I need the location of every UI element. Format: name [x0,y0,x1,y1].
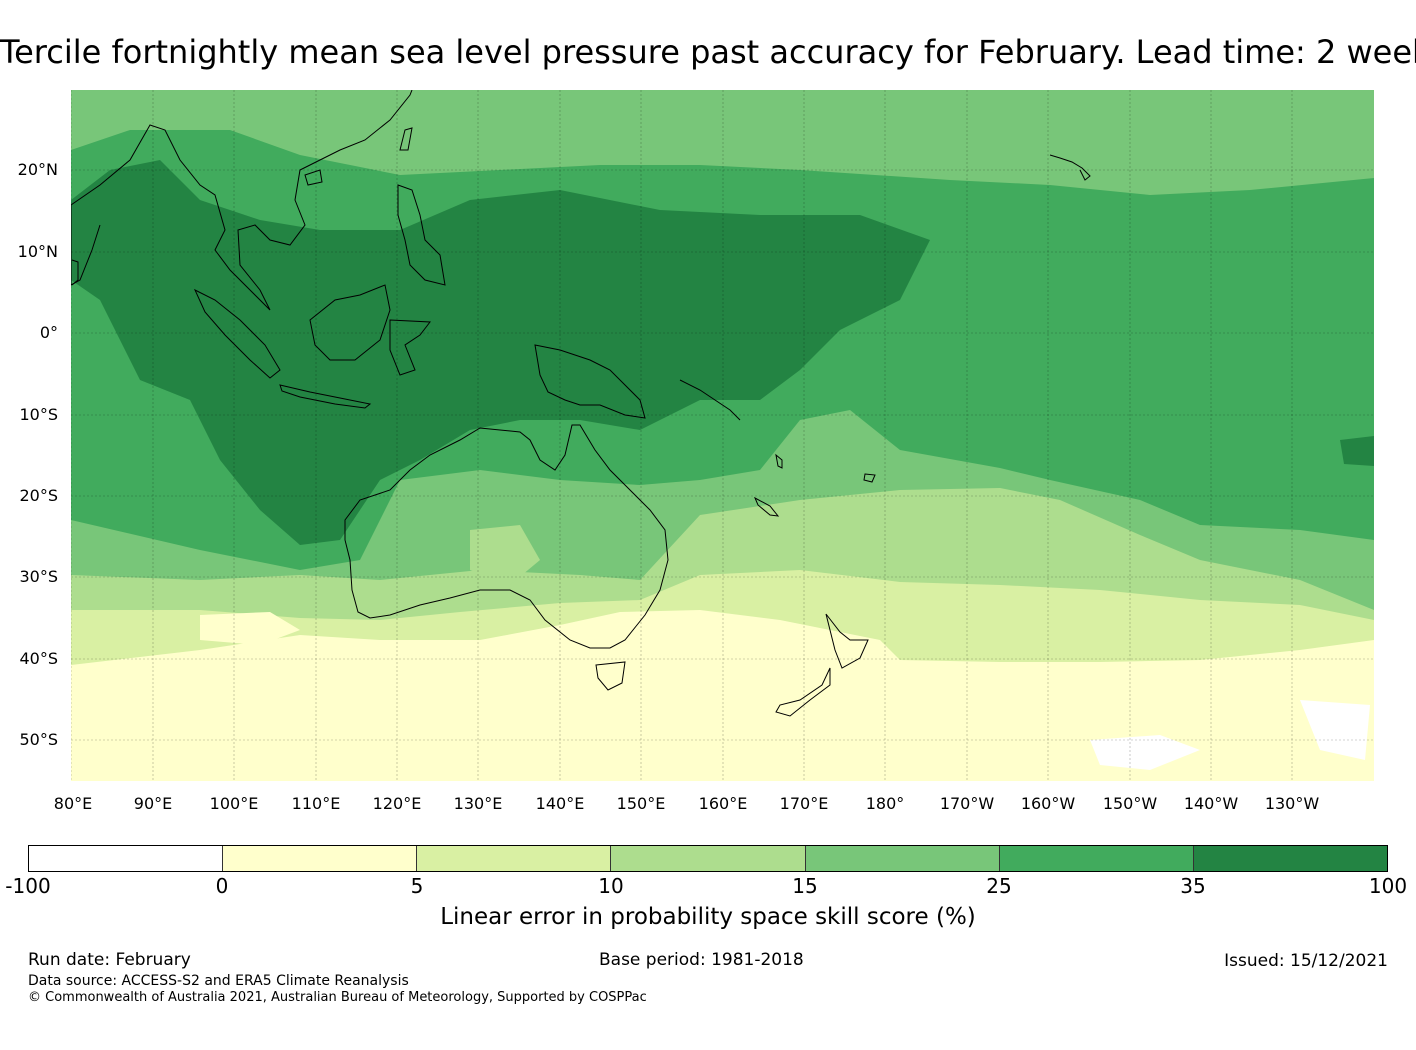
lon-label-170w: 170°W [939,794,995,813]
band-negative-pocket [1090,735,1200,770]
copyright: © Commonwealth of Australia 2021, Austra… [28,990,647,1005]
lon-label-110e: 110°E [291,794,341,813]
colorbar-segment [611,846,806,871]
colorbar-tick: 0 [215,874,229,898]
coast-india [71,205,101,286]
lat-label-50s: 50°S [19,730,58,749]
coastlines [71,90,1091,717]
coast-new-zealand-north [825,613,869,669]
coast-fiji [863,473,876,483]
coast-tasmania [595,661,626,691]
colorbar-segment [1193,846,1387,871]
lat-label-0: 0° [39,323,58,342]
colorbar-segment [805,846,1000,871]
lon-label-140w: 140°W [1183,794,1239,813]
band-35-100-east [1340,436,1374,466]
coast-java [279,384,372,409]
lat-label-40s: 40°S [19,649,58,668]
lon-label-150w: 150°W [1102,794,1158,813]
map-title: Tercile fortnightly mean sea level press… [0,30,1416,74]
colorbar-tick: 15 [792,874,818,898]
band-35-100 [71,160,930,545]
coast-hawaii [1049,154,1091,181]
colorbar-tick: 100 [1368,874,1408,898]
band-10-15-pocket [470,525,540,585]
lon-label-80e: 80°E [53,794,93,813]
skill-score-map [71,90,1374,781]
coast-new-guinea [534,344,646,419]
colorbar-segment [223,846,418,871]
coast-hainan [304,169,323,186]
coast-vanuatu [775,453,783,469]
lon-label-150e: 150°E [616,794,666,813]
band-negative-pocket-2 [1300,700,1370,760]
lat-label-20n: 20°N [17,160,58,179]
lon-label-170e: 170°E [779,794,829,813]
colorbar-label: Linear error in probability space skill … [440,904,976,930]
lon-label-120e: 120°E [372,794,422,813]
coast-sri-lanka [71,259,79,286]
lon-label-90e: 90°E [133,794,173,813]
graticule [71,90,1374,781]
colorbar [28,845,1388,872]
colorbar-tick: 5 [410,874,424,898]
coast-solomon [679,379,741,421]
data-source: Data source: ACCESS-S2 and ERA5 Climate … [28,973,409,989]
lon-label-180: 180° [865,794,905,813]
colorbar-segment [417,846,612,871]
lat-label-30s: 30°S [19,567,58,586]
map-title-text: Tercile fortnightly mean sea level press… [0,33,1416,71]
lon-label-160e: 160°E [698,794,748,813]
colorbar-tick: -100 [5,874,51,898]
colorbar-segment [999,846,1194,871]
coast-philippines [397,184,446,286]
lat-label-10s: 10°S [19,405,58,424]
lat-label-10n: 10°N [17,242,58,261]
coast-new-zealand-south [775,667,831,717]
lon-label-160w: 160°W [1020,794,1076,813]
lon-label-100e: 100°E [209,794,259,813]
lat-label-20s: 20°S [19,486,58,505]
lon-label-140e: 140°E [535,794,585,813]
coast-asia-mainland [71,90,413,311]
base-period: Base period: 1981-2018 [599,950,804,970]
colorbar-segment [29,846,224,871]
lon-label-130w: 130°W [1264,794,1320,813]
colorbar-tick: 35 [1180,874,1206,898]
colorbar-tick: 10 [598,874,624,898]
coast-australia [344,424,669,649]
run-date: Run date: February [28,950,191,970]
coast-borneo [309,284,391,361]
lon-label-130e: 130°E [453,794,503,813]
colorbar-tick: 25 [986,874,1012,898]
coast-sulawesi [389,319,431,376]
band-0-5-pocket [200,612,300,645]
issued-date: Issued: 15/12/2021 [1224,951,1388,971]
coast-sumatra [193,288,281,379]
coast-taiwan [399,127,413,151]
coast-new-caledonia [753,496,780,517]
